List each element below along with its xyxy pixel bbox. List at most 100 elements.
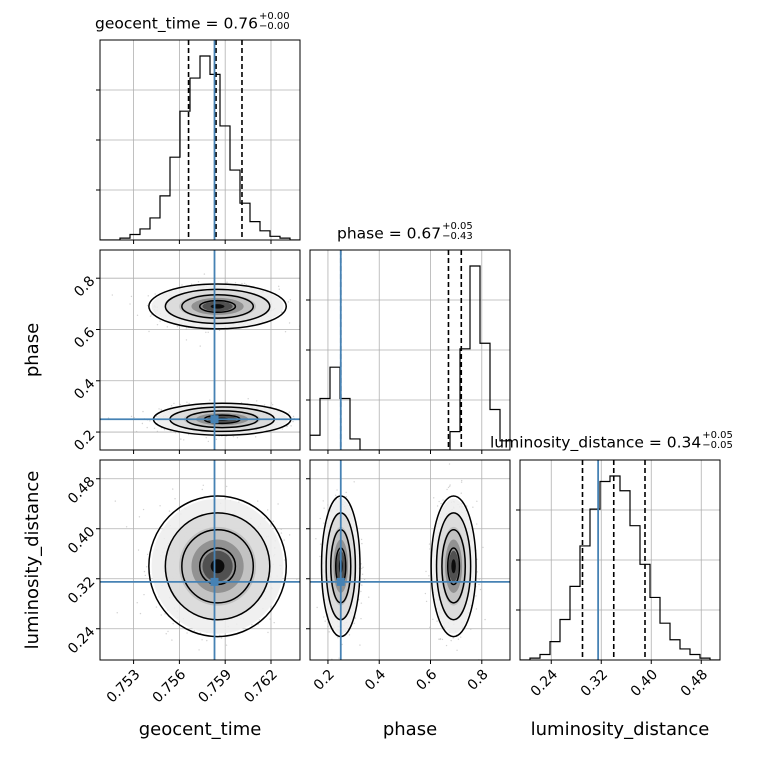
xtick-label-luminosity_distance: 0.32 [578, 667, 611, 700]
sample-point [301, 410, 302, 411]
sample-point [439, 638, 441, 641]
title-phase-value: 0.67 [406, 224, 442, 243]
sample-point [334, 500, 336, 502]
sample-point [319, 555, 321, 558]
sample-point [304, 424, 305, 425]
sample-point [460, 492, 462, 494]
density-level [210, 304, 225, 309]
panel-layer [96, 39, 721, 664]
sample-point [174, 498, 176, 500]
sample-point [460, 636, 462, 638]
sample-point [188, 402, 190, 405]
sample-point [174, 431, 177, 434]
xtick-label-luminosity_distance: 0.48 [678, 667, 711, 700]
sample-point [476, 523, 478, 525]
sample-point [199, 632, 202, 634]
sample-point [263, 404, 266, 406]
sample-point [251, 624, 253, 626]
sample-point [277, 503, 279, 505]
sample-point [424, 592, 427, 595]
sample-point [215, 438, 218, 441]
sample-point [136, 314, 139, 317]
sample-point [281, 428, 284, 430]
sample-point [361, 573, 364, 575]
sample-point [146, 304, 149, 307]
sample-point [138, 516, 141, 518]
sample-point [353, 622, 356, 625]
sample-point [475, 608, 478, 610]
panel-content [100, 250, 305, 450]
sample-point [183, 439, 185, 441]
sample-point [280, 532, 283, 534]
sample-point [442, 499, 444, 501]
sample-point [226, 281, 228, 283]
title-luminosity-distance: luminosity_distance = 0.34 +0.05 −0.05 [490, 430, 733, 452]
panel-luminosity_distance-vs-phase [306, 455, 511, 664]
sample-point [425, 570, 427, 573]
panel-frame [99, 459, 301, 661]
sample-point [236, 436, 239, 439]
sample-point [345, 496, 348, 498]
sample-point [288, 534, 291, 536]
sample-point [176, 325, 179, 328]
sample-point [324, 620, 326, 622]
panel-frame [99, 249, 301, 451]
sample-point [186, 632, 188, 634]
contour-level [435, 512, 472, 621]
title-luminosity-distance-plus: +0.05 [702, 430, 733, 441]
sample-point [225, 485, 228, 488]
title-geocent-time-value: 0.76 [223, 14, 258, 33]
sample-point [327, 625, 329, 628]
contour-level [441, 528, 467, 604]
tick-label-layer: 0.753 0.756 0.759 0.762 0.2 0.4 0.6 0.8 0.24 0.32… [65, 273, 711, 706]
xtick-label-phase: 0.8 [465, 667, 492, 694]
sample-point [245, 284, 247, 286]
title-geocent-time-minus: −0.00 [258, 21, 290, 32]
panel-content [100, 40, 300, 240]
sample-point [425, 600, 428, 603]
title-luminosity-distance-name: luminosity_distance [490, 433, 644, 452]
sample-point [440, 502, 442, 505]
sample-point [281, 311, 283, 314]
sample-point [457, 638, 460, 640]
sample-point [322, 500, 324, 502]
sample-point [136, 601, 138, 604]
sample-point [145, 566, 148, 568]
sample-point [209, 399, 211, 401]
sample-point [286, 425, 288, 428]
sample-point [269, 618, 271, 620]
sample-point [345, 491, 347, 494]
contour-level [447, 547, 461, 586]
ytick-label-luminosity_distance: 0.40 [65, 524, 98, 557]
ylabel-luminosity-distance: luminosity_distance [22, 471, 43, 650]
sample-point [301, 308, 302, 309]
sample-point [155, 606, 158, 608]
ytick-label-phase: 0.2 [71, 427, 98, 454]
sample-point [179, 403, 182, 406]
sample-point [225, 644, 228, 646]
sample-point [173, 402, 175, 405]
sample-point [466, 505, 468, 507]
sample-point [459, 662, 460, 663]
sample-point [428, 575, 430, 577]
panel-content [100, 460, 304, 660]
sample-point [428, 543, 431, 545]
sample-point [303, 574, 304, 575]
sample-point [338, 657, 340, 659]
sample-point [361, 584, 363, 586]
title-luminosity-distance-minus: −0.05 [702, 440, 733, 451]
sample-point [287, 301, 290, 303]
sample-point [484, 618, 486, 621]
sample-point [185, 328, 187, 330]
sample-point [264, 517, 266, 519]
sample-point [135, 430, 138, 433]
sample-point [146, 553, 149, 556]
xtick-label-geocent_time: 0.756 [150, 667, 190, 707]
truth-marker [210, 577, 219, 586]
sample-point [164, 613, 166, 615]
xtick-label-phase: 0.2 [311, 667, 338, 694]
sample-point [343, 455, 344, 456]
sample-point [288, 322, 291, 324]
panel-luminosity_distance-vs-luminosity_distance [516, 459, 721, 664]
